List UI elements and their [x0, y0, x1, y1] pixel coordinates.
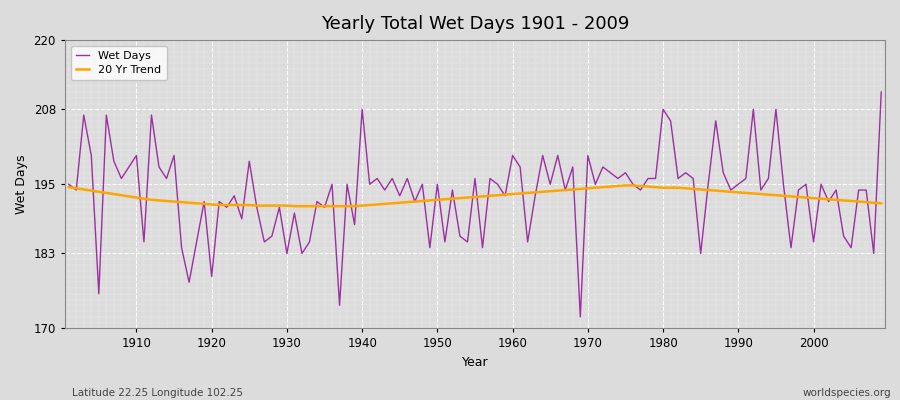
- 20 Yr Trend: [876, 201, 886, 206]
- Wet Days: [123, 164, 134, 169]
- Title: Yearly Total Wet Days 1901 - 2009: Yearly Total Wet Days 1901 - 2009: [320, 15, 629, 33]
- Wet Days: [575, 314, 586, 319]
- 20 Yr Trend: [296, 204, 307, 208]
- 20 Yr Trend: [123, 194, 134, 199]
- Wet Days: [500, 193, 510, 198]
- Wet Days: [289, 211, 300, 216]
- Y-axis label: Wet Days: Wet Days: [15, 154, 28, 214]
- Wet Days: [876, 90, 886, 94]
- Wet Days: [63, 182, 74, 187]
- Wet Days: [334, 303, 345, 308]
- Line: 20 Yr Trend: 20 Yr Trend: [68, 186, 881, 206]
- Line: Wet Days: Wet Days: [68, 92, 881, 317]
- Wet Days: [605, 170, 616, 175]
- 20 Yr Trend: [508, 192, 518, 196]
- Wet Days: [508, 153, 518, 158]
- 20 Yr Trend: [342, 204, 353, 208]
- X-axis label: Year: Year: [462, 356, 489, 369]
- 20 Yr Trend: [515, 191, 526, 196]
- 20 Yr Trend: [63, 185, 74, 190]
- 20 Yr Trend: [605, 184, 616, 189]
- Legend: Wet Days, 20 Yr Trend: Wet Days, 20 Yr Trend: [70, 46, 167, 80]
- 20 Yr Trend: [620, 183, 631, 188]
- 20 Yr Trend: [289, 204, 300, 208]
- Text: Latitude 22.25 Longitude 102.25: Latitude 22.25 Longitude 102.25: [72, 388, 243, 398]
- Text: worldspecies.org: worldspecies.org: [803, 388, 891, 398]
